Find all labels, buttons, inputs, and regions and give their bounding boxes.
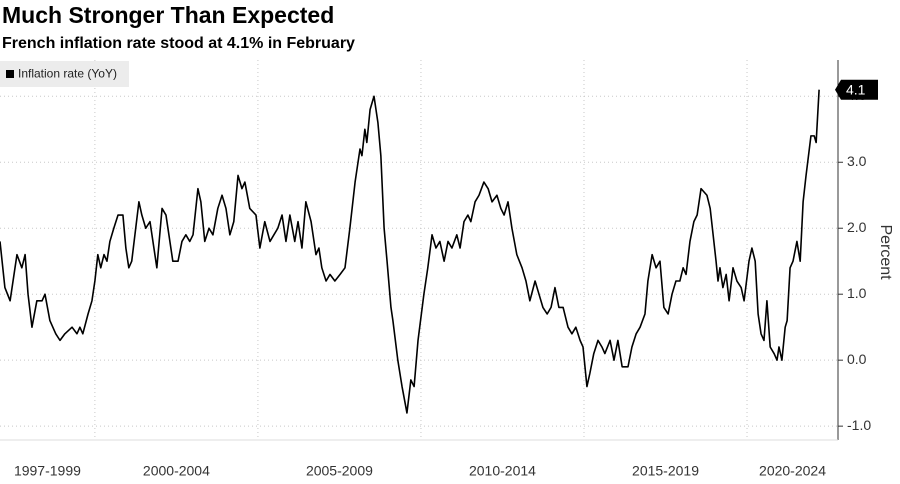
x-period-label: 2005-2009: [306, 463, 373, 479]
line-series: [0, 89, 820, 414]
x-period-label: 2020-2024: [759, 463, 826, 479]
chart-title: Much Stronger Than Expected: [2, 2, 334, 28]
x-period-label: 2015-2019: [632, 463, 699, 479]
y-tick-label: 3.0: [847, 153, 867, 169]
y-tick-label: -1.0: [847, 417, 871, 433]
x-period-label: 1997-1999: [14, 463, 81, 479]
legend-swatch: [6, 70, 14, 78]
y-tick-label: 0.0: [847, 351, 867, 367]
y-axis-label: Percent: [877, 224, 894, 280]
y-tick-label: 1.0: [847, 285, 867, 301]
y-tick-label: 2.0: [847, 219, 867, 235]
x-period-label: 2000-2004: [143, 463, 210, 479]
legend-label: Inflation rate (YoY): [18, 67, 117, 81]
x-period-label: 2010-2014: [469, 463, 536, 479]
legend-box: [0, 61, 129, 87]
last-value-badge: [835, 79, 878, 100]
last-value-label: 4.1: [846, 81, 866, 97]
chart-subtitle: French inflation rate stood at 4.1% in F…: [2, 35, 355, 52]
legend: Inflation rate (YoY): [0, 61, 129, 87]
